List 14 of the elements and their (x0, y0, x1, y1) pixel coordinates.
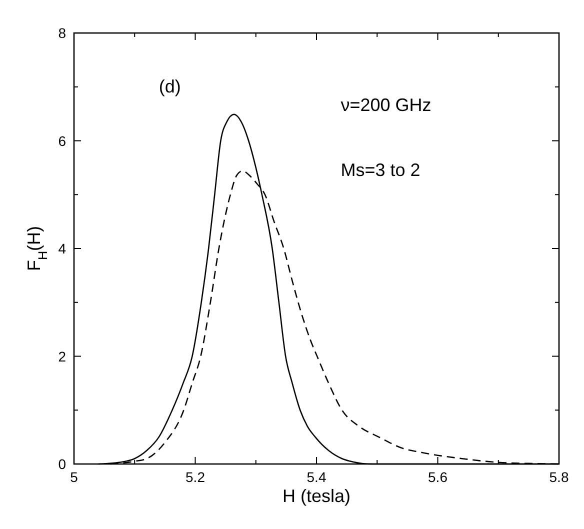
x-tick-label: 5.2 (186, 469, 206, 485)
x-axis-title: H (tesla) (282, 486, 351, 506)
x-tick-label: 5.8 (549, 469, 569, 485)
annotation: Ms=3 to 2 (340, 160, 420, 180)
y-tick-label: 8 (58, 25, 66, 41)
annotation: (d) (158, 76, 181, 96)
x-tick-label: 5.6 (428, 469, 448, 485)
x-tick-label: 5 (70, 469, 78, 485)
x-tick-label: 5.4 (306, 469, 326, 485)
y-tick-label: 6 (58, 132, 66, 149)
y-tick-label: 0 (58, 456, 66, 472)
y-tick-label: 2 (58, 348, 66, 364)
y-tick-label: 4 (58, 240, 66, 256)
annotation: ν=200 GHz (340, 95, 432, 116)
